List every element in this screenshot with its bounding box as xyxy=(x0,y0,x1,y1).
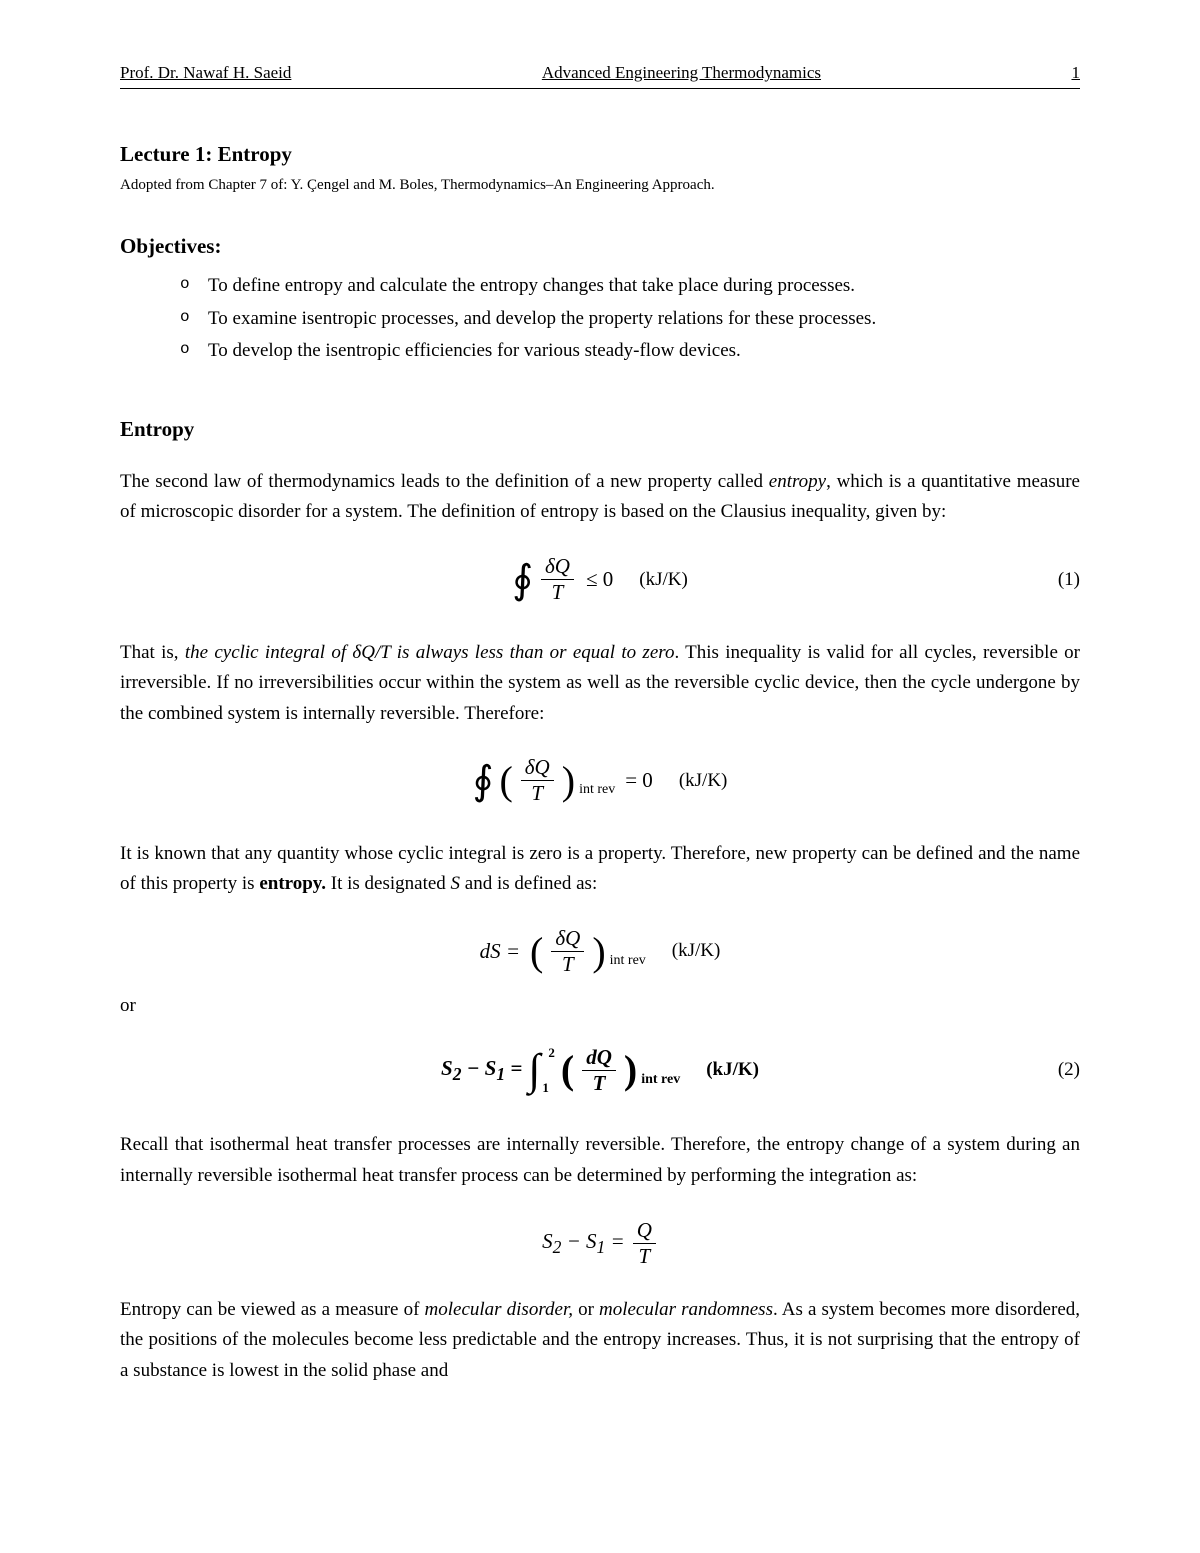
relation: = 0 xyxy=(625,765,653,797)
fraction: δQ T xyxy=(521,757,554,804)
paren-left: ( xyxy=(499,765,512,797)
objectives-heading: Objectives: xyxy=(120,231,1080,263)
integral-symbol: ∫ xyxy=(528,1055,540,1086)
unit-label: (kJ/K) xyxy=(672,937,721,966)
denominator: T xyxy=(548,580,568,603)
fraction: Q T xyxy=(633,1220,656,1267)
text-run: = xyxy=(505,1056,522,1080)
numerator: δQ xyxy=(551,928,584,952)
paren-right: ) xyxy=(592,936,605,968)
lecture-source: Adopted from Chapter 7 of: Y. Çengel and… xyxy=(120,174,1080,197)
denominator: T xyxy=(558,952,578,975)
paren-right: ) xyxy=(562,765,575,797)
equation-4: S2 − S1 = ∫ 2 1 ( dQ T ) int rev (kJ/K) … xyxy=(120,1040,1080,1100)
text-run-italic: the cyclic integral of δQ/T is always le… xyxy=(185,642,675,663)
text-run: It is designated xyxy=(326,873,451,894)
or-text: or xyxy=(120,992,1080,1021)
equation-content: dS = ( δQ T ) int rev (kJ/K) xyxy=(480,928,721,975)
subscript: 1 xyxy=(597,1237,606,1257)
text-run: and is defined as: xyxy=(460,873,597,894)
entropy-para-5: Entropy can be viewed as a measure of mo… xyxy=(120,1295,1080,1386)
text-run: The second law of thermodynamics leads t… xyxy=(120,471,769,492)
lecture-title: Lecture 1: Entropy xyxy=(120,139,1080,171)
equation-content: S2 − S1 = Q T xyxy=(542,1220,658,1267)
text-run-bold: entropy. xyxy=(259,873,326,894)
page-header: Prof. Dr. Nawaf H. Saeid Advanced Engine… xyxy=(120,60,1080,89)
fraction: δQ T xyxy=(551,928,584,975)
text-run-italic: S xyxy=(451,873,461,894)
contour-integral-symbol: ∮ xyxy=(473,767,494,795)
denominator: T xyxy=(527,781,547,804)
equation-5: S2 − S1 = Q T xyxy=(120,1213,1080,1273)
text-run-italic: entropy xyxy=(769,471,826,492)
numerator: dQ xyxy=(582,1047,616,1071)
unit-label: (kJ/K) xyxy=(706,1056,759,1085)
numerator: δQ xyxy=(541,556,574,580)
text-run: or xyxy=(573,1299,599,1320)
entropy-heading: Entropy xyxy=(120,414,1080,446)
equation-content: ∮ δQ T ≤ 0 (kJ/K) xyxy=(512,556,688,603)
subscript: int rev xyxy=(579,779,615,800)
integral-bounds: 2 1 xyxy=(542,1046,555,1094)
denominator: T xyxy=(589,1071,610,1094)
equation-number: (1) xyxy=(1058,566,1080,595)
equation-1: ∮ δQ T ≤ 0 (kJ/K) (1) xyxy=(120,550,1080,610)
paren-right: ) xyxy=(624,1054,637,1086)
fraction: dQ T xyxy=(582,1047,616,1094)
text-run: S xyxy=(441,1056,453,1080)
entropy-para-3: It is known that any quantity whose cycl… xyxy=(120,839,1080,900)
text-run: S xyxy=(542,1229,553,1253)
lhs: dS = xyxy=(480,936,520,968)
text-run: That is, xyxy=(120,642,185,663)
equation-content: S2 − S1 = ∫ 2 1 ( dQ T ) int rev (kJ/K) xyxy=(441,1046,759,1094)
numerator: Q xyxy=(633,1220,656,1244)
entropy-para-2: That is, the cyclic integral of δQ/T is … xyxy=(120,638,1080,729)
lhs: S2 − S1 = xyxy=(441,1053,522,1087)
text-run: Entropy can be viewed as a measure of xyxy=(120,1299,425,1320)
objective-item: To define entropy and calculate the entr… xyxy=(180,272,1080,301)
relation: ≤ 0 xyxy=(586,564,613,596)
contour-integral-symbol: ∮ xyxy=(512,566,533,594)
text-run: − S xyxy=(561,1229,596,1253)
text-run: = xyxy=(605,1229,624,1253)
objective-item: To develop the isentropic efficiencies f… xyxy=(180,337,1080,366)
subscript: 1 xyxy=(496,1064,505,1084)
header-course: Advanced Engineering Thermodynamics xyxy=(542,60,821,86)
fraction: δQ T xyxy=(541,556,574,603)
paren-left: ( xyxy=(561,1054,574,1086)
header-author: Prof. Dr. Nawaf H. Saeid xyxy=(120,60,291,86)
entropy-para-4: Recall that isothermal heat transfer pro… xyxy=(120,1130,1080,1191)
upper-bound: 2 xyxy=(548,1046,555,1059)
objectives-list: To define entropy and calculate the entr… xyxy=(120,272,1080,366)
entropy-para-1: The second law of thermodynamics leads t… xyxy=(120,467,1080,528)
unit-label: (kJ/K) xyxy=(679,767,728,796)
equation-3: dS = ( δQ T ) int rev (kJ/K) xyxy=(120,922,1080,982)
text-run-italic: molecular randomness xyxy=(599,1299,773,1320)
text-run-italic: molecular disorder, xyxy=(425,1299,573,1320)
subscript: int rev xyxy=(610,950,646,971)
equation-number: (2) xyxy=(1058,1056,1080,1085)
equation-2: ∮ ( δQ T ) int rev = 0 (kJ/K) xyxy=(120,751,1080,811)
lhs: S2 − S1 = xyxy=(542,1226,625,1260)
denominator: T xyxy=(634,1244,654,1267)
equation-content: ∮ ( δQ T ) int rev = 0 (kJ/K) xyxy=(473,757,728,804)
objective-item: To examine isentropic processes, and dev… xyxy=(180,305,1080,334)
unit-label: (kJ/K) xyxy=(639,566,688,595)
lower-bound: 1 xyxy=(542,1081,549,1094)
subscript: int rev xyxy=(641,1069,680,1090)
paren-left: ( xyxy=(530,936,543,968)
numerator: δQ xyxy=(521,757,554,781)
text-run: − S xyxy=(461,1056,496,1080)
header-page-number: 1 xyxy=(1071,60,1080,86)
